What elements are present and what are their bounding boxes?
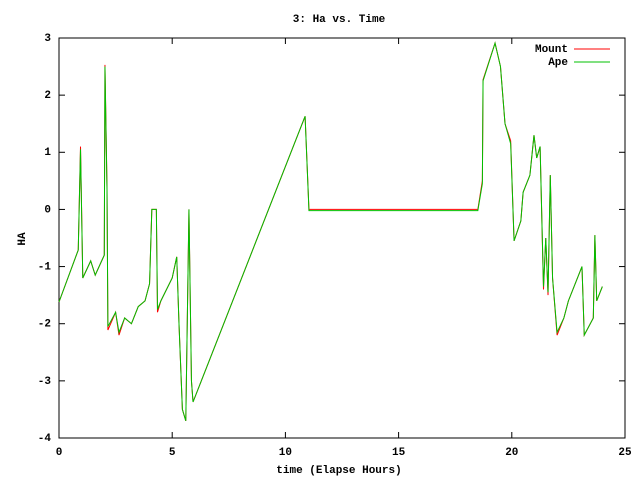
y-tick-label: -4 bbox=[38, 433, 52, 445]
y-tick-label: 2 bbox=[44, 90, 51, 102]
x-tick-label: 25 bbox=[618, 447, 632, 459]
series-line bbox=[58, 41, 603, 421]
x-tick-label: 10 bbox=[279, 447, 292, 459]
x-tick-label: 20 bbox=[505, 447, 518, 459]
y-tick-label: 1 bbox=[44, 147, 51, 159]
chart-title: 3: Ha vs. Time bbox=[293, 14, 386, 26]
plot-frame bbox=[58, 37, 626, 439]
x-tick-label: 0 bbox=[56, 447, 63, 459]
y-tick-label: 3 bbox=[44, 33, 51, 45]
y-tick-label: -3 bbox=[38, 376, 52, 388]
y-tick-label: 0 bbox=[44, 204, 51, 216]
x-axis-label: time (Elapse Hours) bbox=[276, 465, 401, 477]
x-tick-label: 15 bbox=[392, 447, 406, 459]
y-tick-label: -1 bbox=[38, 261, 52, 273]
x-tick-label: 5 bbox=[169, 447, 176, 459]
series-line bbox=[58, 41, 603, 421]
legend-label: Mount bbox=[535, 44, 568, 56]
y-axis-label: HA bbox=[17, 232, 29, 246]
y-tick-label: -2 bbox=[38, 319, 51, 331]
legend-label: Ape bbox=[548, 57, 568, 69]
